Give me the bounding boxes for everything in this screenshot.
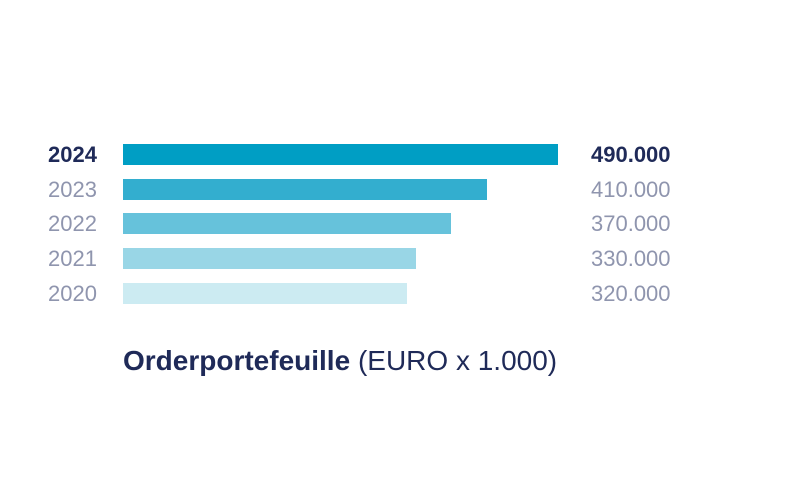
value-label-2022: 370.000	[591, 211, 671, 236]
year-label-2021: 2021	[48, 246, 97, 271]
year-label-2022: 2022	[48, 211, 97, 236]
value-label-2020: 320.000	[591, 281, 671, 306]
value-label-2021: 330.000	[591, 246, 671, 271]
bar-2021	[123, 248, 416, 269]
bar-2024	[123, 144, 558, 165]
bar-2020	[123, 283, 408, 304]
year-label-2023: 2023	[48, 177, 97, 202]
value-label-2023: 410.000	[591, 177, 671, 202]
value-label-2024: 490.000	[591, 142, 671, 167]
year-label-2020: 2020	[48, 281, 97, 306]
chart-subtitle: (EURO x 1.000)	[357, 345, 558, 376]
bar-2023	[123, 179, 487, 200]
chart-title: Orderportefeuille (EURO x 1.000)	[123, 345, 557, 377]
year-label-2024: 2024	[48, 142, 97, 167]
bar-2022	[123, 213, 452, 234]
chart-title-main: Orderportefeuille	[123, 345, 351, 376]
